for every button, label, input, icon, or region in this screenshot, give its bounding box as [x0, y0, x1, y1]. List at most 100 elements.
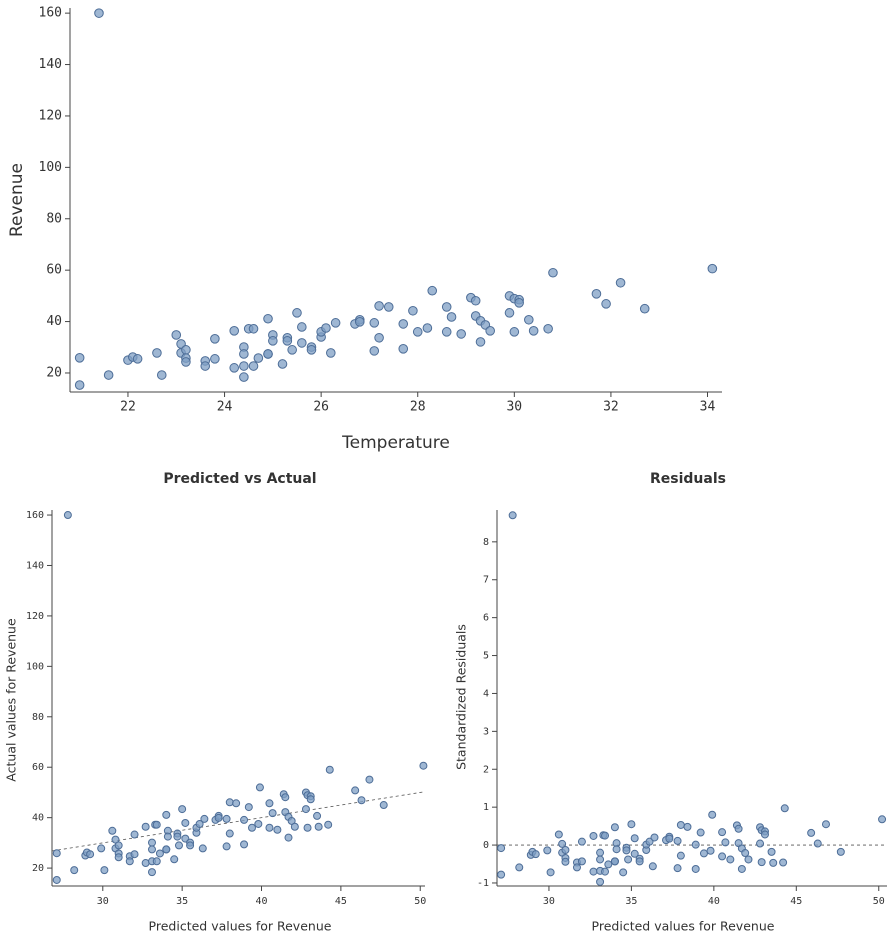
point	[163, 832, 172, 841]
point	[509, 327, 520, 337]
point	[673, 864, 682, 873]
point	[130, 850, 139, 859]
point	[612, 845, 621, 854]
point	[162, 810, 171, 819]
y-tick-label: 100	[39, 160, 62, 175]
point	[200, 814, 209, 823]
point	[74, 380, 85, 390]
point	[441, 302, 452, 312]
point	[222, 842, 231, 851]
point	[130, 830, 139, 839]
point	[422, 323, 433, 333]
point	[248, 323, 259, 334]
point	[132, 354, 143, 364]
point	[683, 822, 692, 831]
y-tick-label: 160	[26, 510, 44, 521]
point	[676, 851, 685, 860]
point	[265, 799, 274, 808]
point	[306, 345, 317, 355]
point	[726, 855, 735, 864]
point	[446, 312, 457, 322]
point	[383, 302, 394, 312]
point	[152, 857, 161, 866]
point	[374, 332, 384, 343]
y-tick-label: 20	[32, 863, 44, 874]
point	[268, 809, 277, 818]
point	[441, 327, 452, 337]
point	[254, 819, 263, 828]
point	[558, 839, 567, 848]
y-tick-label: 100	[26, 661, 44, 672]
x-tick-label: 45	[335, 896, 347, 907]
x-tick-label: 50	[873, 896, 885, 907]
point	[769, 858, 778, 867]
point	[156, 370, 167, 380]
point	[94, 8, 104, 18]
point	[665, 834, 674, 843]
point	[610, 823, 619, 832]
point	[577, 857, 586, 866]
y-tick-label: 40	[46, 314, 62, 329]
point	[86, 850, 95, 859]
y-axis-label: Actual values for Revenue	[4, 618, 19, 782]
point	[836, 847, 845, 856]
point	[100, 866, 109, 875]
point	[676, 820, 685, 829]
y-tick-label: 1	[483, 802, 489, 813]
point	[292, 308, 302, 318]
point	[268, 336, 278, 346]
point	[152, 820, 161, 829]
point	[561, 857, 570, 866]
point	[691, 840, 700, 849]
point	[141, 822, 150, 831]
point	[63, 511, 72, 520]
point	[604, 860, 613, 869]
point	[222, 814, 231, 823]
y-tick-label: 8	[483, 537, 489, 548]
point	[301, 805, 310, 814]
point	[878, 815, 887, 824]
chart-title: Predicted vs Actual	[163, 471, 316, 487]
point	[240, 815, 249, 824]
point	[708, 810, 717, 819]
y-tick-label: 80	[46, 211, 62, 226]
x-tick-label: 30	[97, 896, 109, 907]
point	[508, 511, 517, 520]
point	[619, 868, 628, 877]
point	[734, 824, 743, 833]
point	[398, 344, 409, 354]
point	[210, 354, 220, 364]
point	[181, 345, 191, 355]
point	[718, 828, 727, 837]
point	[485, 326, 495, 336]
x-tick-label: 40	[708, 896, 720, 907]
point	[147, 838, 156, 847]
y-axis-label: Standardized Residuals	[454, 624, 469, 770]
point	[639, 303, 650, 314]
point	[214, 813, 223, 822]
x-axis-label: Predicted values for Revenue	[592, 919, 775, 934]
point	[543, 846, 552, 855]
point	[114, 841, 123, 850]
point	[162, 845, 171, 854]
y-tick-label: 140	[39, 57, 62, 72]
point	[514, 298, 524, 308]
x-tick-label: 28	[410, 400, 426, 415]
point	[306, 795, 315, 804]
chart-title: Residuals	[650, 471, 726, 487]
point	[354, 317, 365, 327]
y-tick-label: -1	[477, 878, 489, 889]
x-tick-label: 34	[700, 400, 716, 415]
point	[253, 353, 264, 363]
point	[74, 353, 85, 363]
point	[369, 346, 380, 356]
point	[757, 858, 766, 867]
point	[780, 804, 789, 813]
point	[351, 786, 360, 795]
point	[287, 345, 297, 355]
point	[114, 853, 123, 862]
point	[247, 823, 256, 832]
point	[456, 329, 467, 339]
point	[610, 857, 619, 866]
